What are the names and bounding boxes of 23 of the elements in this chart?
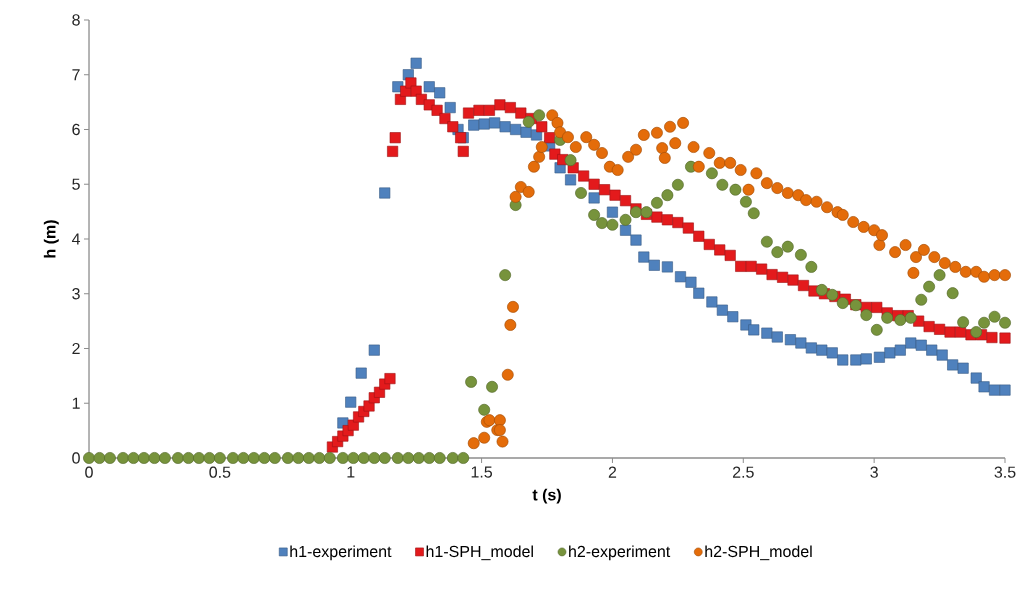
legend-label: h1-SPH_model <box>426 545 533 561</box>
legend-label: h2-SPH_model <box>705 545 812 561</box>
y-tick-label: 3 <box>72 288 80 300</box>
x-tick-label: 1.5 <box>471 466 493 478</box>
y-tick-label: 2 <box>72 342 80 355</box>
x-tick-label: 0.5 <box>209 466 231 478</box>
x-tick-label: 3 <box>870 466 878 478</box>
y-axis-title: h (m) <box>43 220 59 258</box>
legend-label: h1-experiment <box>290 545 392 561</box>
x-tick-label: 2.5 <box>732 466 754 478</box>
y-tick-label: 7 <box>72 69 80 81</box>
y-tick-label: 1 <box>72 397 80 409</box>
legend-label: h2-experiment <box>569 545 671 561</box>
y-tick-label: 6 <box>72 123 80 136</box>
x-tick-label: 2 <box>608 466 617 478</box>
y-tick-label: 0 <box>72 452 80 464</box>
y-tick-label: 5 <box>72 178 80 190</box>
x-tick-label: 1 <box>347 466 355 478</box>
x-tick-label: 0 <box>85 466 93 478</box>
y-tick-label: 8 <box>72 14 80 26</box>
x-tick-label: 3.5 <box>994 466 1016 478</box>
y-tick-label: 4 <box>71 233 81 245</box>
x-axis-title: t (s) <box>532 488 561 504</box>
